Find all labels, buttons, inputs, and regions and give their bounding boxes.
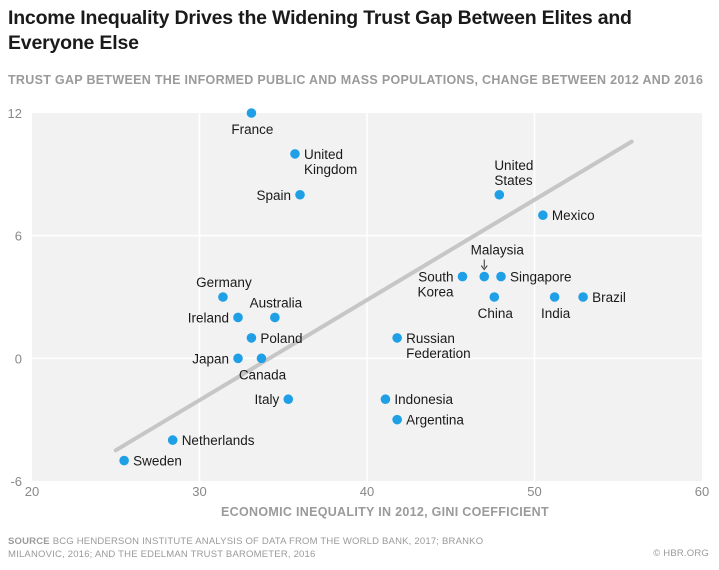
x-tick-label: 30 <box>192 484 206 499</box>
data-point <box>270 312 280 323</box>
data-point <box>290 149 300 159</box>
point-label: Netherlands <box>182 433 255 448</box>
point-label: France <box>231 122 273 137</box>
point-label: Japan <box>192 351 229 366</box>
chart-title: Income Inequality Drives the Widening Tr… <box>8 7 632 54</box>
x-axis-label: ECONOMIC INEQUALITY IN 2012, GINI COEFFI… <box>221 505 549 519</box>
source-key: SOURCE <box>8 536 50 547</box>
point-label: Kingdom <box>304 162 357 177</box>
chart-subtitle: TRUST GAP BETWEEN THE INFORMED PUBLIC AN… <box>8 73 704 87</box>
source-text: BCG HENDERSON INSTITUTE ANALYSIS OF DATA… <box>8 536 484 560</box>
source-note: SOURCE BCG HENDERSON INSTITUTE ANALYSIS … <box>8 535 528 561</box>
x-axis-ticks: 20 30 40 50 60 <box>25 484 709 499</box>
y-tick-label: -6 <box>10 474 22 489</box>
point-label: Brazil <box>592 290 626 305</box>
data-point <box>494 189 505 200</box>
y-tick-label: 6 <box>15 229 22 244</box>
point-label: Argentina <box>406 413 464 428</box>
data-point <box>295 189 305 200</box>
point-label: Federation <box>406 346 471 361</box>
data-point <box>119 455 129 466</box>
y-tick-label: 0 <box>15 351 22 366</box>
point-label: Spain <box>256 188 291 203</box>
data-point <box>578 292 588 302</box>
point-label: Singapore <box>510 270 572 285</box>
x-tick-label: 20 <box>25 484 39 499</box>
y-tick-label: 12 <box>8 106 22 121</box>
credit: © HBR.ORG <box>653 548 709 559</box>
y-axis-ticks: -6 0 6 12 <box>8 106 22 489</box>
data-point <box>256 353 267 364</box>
data-point <box>167 435 178 445</box>
point-label: South <box>418 270 453 285</box>
data-point <box>218 292 228 302</box>
data-point <box>479 271 490 282</box>
data-point <box>380 394 391 405</box>
data-point <box>496 271 506 282</box>
point-label: Sweden <box>133 454 182 469</box>
point-label: China <box>478 306 514 321</box>
x-tick-label: 60 <box>695 484 709 499</box>
data-point <box>233 312 243 323</box>
data-point <box>246 333 257 343</box>
point-label: United <box>494 158 533 173</box>
point-labels: FranceUnitedKingdomSpainUnitedStatesMexi… <box>133 122 626 469</box>
data-point <box>457 271 468 282</box>
point-label: India <box>541 306 571 321</box>
data-points <box>119 108 588 466</box>
data-point <box>549 292 560 302</box>
x-tick-label: 50 <box>527 484 541 499</box>
trend-line <box>113 139 634 453</box>
point-label: Korea <box>417 285 454 300</box>
point-label: Poland <box>260 331 302 346</box>
point-label: Germany <box>196 275 252 290</box>
data-point <box>538 210 548 221</box>
data-point <box>392 333 402 343</box>
point-label: Italy <box>255 392 280 407</box>
point-label: States <box>494 173 533 188</box>
data-point <box>246 108 257 118</box>
point-label: Malaysia <box>471 243 525 258</box>
x-tick-label: 40 <box>360 484 374 499</box>
data-point <box>392 414 402 425</box>
gridlines <box>32 113 702 481</box>
data-point <box>283 394 294 405</box>
point-label: Indonesia <box>394 392 453 407</box>
data-point <box>489 292 500 302</box>
point-label: United <box>304 147 343 162</box>
label-arrowhead <box>480 265 488 271</box>
point-label: Australia <box>250 295 303 310</box>
point-label: Ireland <box>188 310 229 325</box>
data-point <box>233 353 243 364</box>
point-label: Canada <box>239 367 287 382</box>
point-label: Mexico <box>552 208 595 223</box>
point-label: Russian <box>406 331 455 346</box>
